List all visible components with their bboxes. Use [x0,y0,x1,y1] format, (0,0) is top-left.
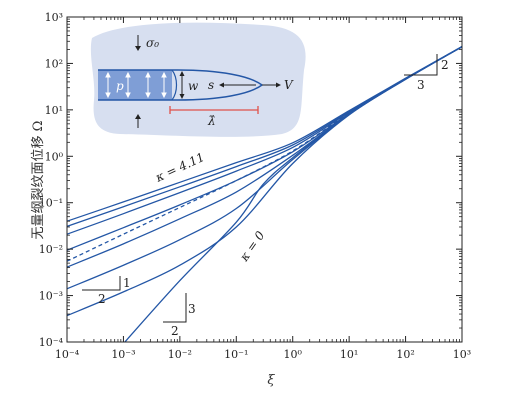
x-tick-label: 10² [396,348,414,361]
plot-frame [66,16,463,343]
y-axis-title: 无量纲裂纹面位移 Ω [31,121,46,240]
x-tick-label: 10⁻¹ [224,348,248,361]
pressure-arrowhead-up-3 [161,71,167,78]
x-tick-label: 10³ [453,348,471,361]
pressure-arrowhead-down-0 [105,92,111,99]
inset-pressure-arrows [105,71,167,99]
sigma-arrowhead-top [135,46,141,51]
x-tick-label: 10¹ [340,348,358,361]
x-tick-label: 10⁻² [168,348,192,361]
inset-w-label: w [188,79,199,93]
inset-s-label: s [208,78,214,92]
inset-fluid-front [171,69,178,101]
slope-triangle-half [82,276,121,291]
x-tick-label: 10⁻⁴ [55,348,80,361]
w-arrowhead-bottom [179,94,185,99]
series-line-8 [124,46,463,343]
inset-sigma-label: σ₀ [146,36,159,50]
inset-background [90,22,306,137]
x-tick-label: 10⁰ [284,348,303,361]
s-arrowhead [219,82,224,88]
slope-23-run: 3 [417,78,425,92]
curves-group [66,46,463,343]
slope-32-run: 2 [171,324,179,338]
v-arrowhead [276,82,281,88]
pressure-arrowhead-up-0 [105,71,111,78]
y-tick-label: 10² [45,57,63,70]
slope-half-rise: 1 [123,276,131,290]
inset-p-label: p [116,79,124,93]
y-tick-label: 10⁰ [45,150,64,163]
kappa-zero-label: κ = 0 [236,228,267,264]
slope-triangle-three-halves [163,293,187,323]
w-arrowhead-top [179,71,185,76]
y-tick-label: 10⁻¹ [39,197,63,210]
ticks-group: 10⁻⁴10⁻⁴ 10⁻³ 10⁻³ 10⁻² 10⁻² 10⁻¹ 10⁻¹ 10⁰ 10⁰ 10… [39,11,471,361]
inset-fluid [98,70,172,100]
x-tick-label: 10⁻³ [111,348,135,361]
pressure-arrowhead-up-1 [125,71,131,78]
slope-32-rise: 3 [188,302,196,316]
pressure-arrowhead-down-1 [125,92,131,99]
pressure-arrowhead-down-2 [145,92,151,99]
x-axis-title: ξ [267,373,275,388]
y-tick-label: 10⁻⁴ [39,336,64,349]
slope-23-rise: 2 [441,58,449,72]
slope-half-run: 2 [98,292,106,306]
pressure-arrowhead-down-3 [161,92,167,99]
y-tick-label: 10³ [45,11,63,24]
y-tick-label: 10¹ [45,104,63,117]
inset-lambda-label: λ̂ [207,114,216,128]
y-tick-label: 10⁻² [39,243,63,256]
slope-triangle-two-thirds [404,54,438,76]
inset-v-label: V [284,78,294,92]
pressure-arrowhead-up-2 [145,71,151,78]
sigma-arrowhead-bottom [135,114,141,119]
y-tick-label: 10⁻³ [39,290,63,303]
